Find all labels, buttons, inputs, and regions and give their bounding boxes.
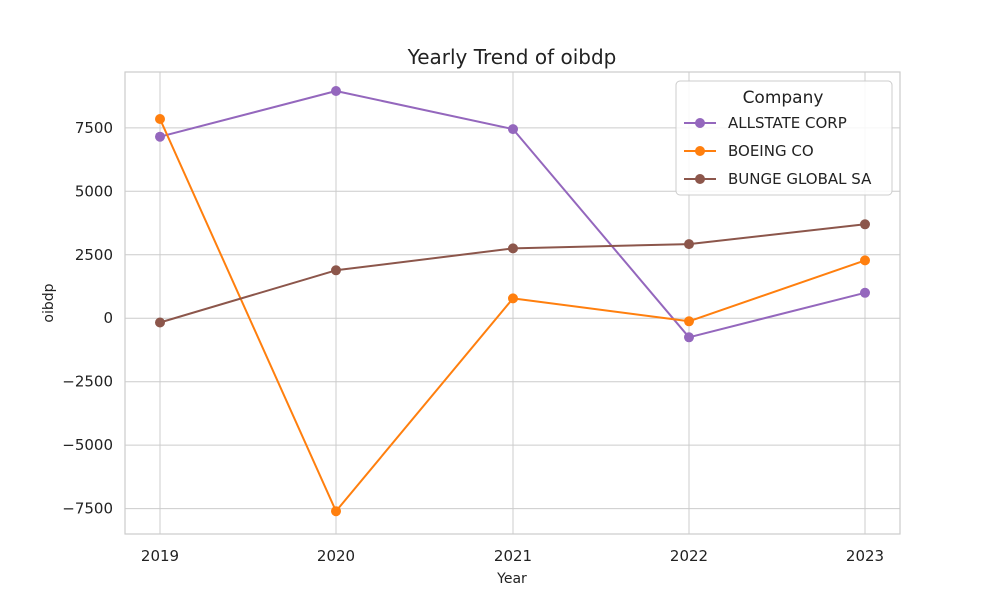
- x-tick-label: 2020: [317, 547, 355, 565]
- data-point: [331, 506, 341, 517]
- legend-box: [675, 80, 893, 196]
- data-point: [684, 316, 694, 327]
- data-point: [155, 114, 165, 124]
- legend-item: BOEING CO: [684, 142, 814, 160]
- legend-marker: [695, 118, 705, 128]
- y-tick-label: 2500: [75, 246, 113, 264]
- plot-frame: [124, 71, 901, 535]
- data-point: [684, 239, 694, 250]
- legend-label: BOEING CO: [728, 142, 814, 160]
- legend-title: Company: [743, 88, 824, 108]
- y-axis-label: oibdp: [41, 283, 57, 322]
- y-tick-label: 5000: [75, 182, 113, 200]
- data-point: [508, 124, 518, 135]
- y-tick-label: 0: [103, 309, 113, 327]
- data-point: [155, 131, 165, 142]
- y-tick-label: 7500: [75, 119, 113, 137]
- series-lines: [155, 86, 870, 517]
- y-tick-label: −7500: [62, 500, 113, 518]
- series-bunge-global-sa: [155, 219, 870, 328]
- data-point: [331, 265, 341, 276]
- data-point: [860, 255, 870, 266]
- axis-ticks: −7500 −5000 −2500 0 2500 5000 7500 2019 2020 2021…: [62, 119, 884, 565]
- y-tick-label: −2500: [62, 373, 113, 391]
- data-point: [860, 219, 870, 230]
- x-tick-label: 2023: [846, 547, 884, 565]
- series-boeing-co: [155, 114, 870, 517]
- x-axis-label: Year: [496, 571, 527, 587]
- y-tick-label: −5000: [62, 436, 113, 454]
- series-allstate-corp: [155, 86, 870, 343]
- x-tick-label: 2021: [494, 547, 532, 565]
- legend-label: BUNGE GLOBAL SA: [728, 170, 872, 188]
- data-point: [684, 332, 694, 343]
- legend-item: ALLSTATE CORP: [684, 114, 847, 132]
- legend-item: BUNGE GLOBAL SA: [684, 170, 872, 188]
- data-point: [860, 287, 870, 298]
- legend-marker: [695, 174, 705, 184]
- chart-title: Yearly Trend of oibdp: [407, 45, 617, 69]
- data-point: [508, 243, 518, 254]
- x-tick-label: 2022: [670, 547, 708, 565]
- data-point: [508, 293, 518, 304]
- legend-label: ALLSTATE CORP: [728, 114, 847, 132]
- x-tick-label: 2019: [141, 547, 179, 565]
- data-point: [155, 317, 165, 328]
- legend-marker: [695, 146, 705, 156]
- data-point: [331, 86, 341, 96]
- legend: Company ALLSTATE CORP BOEING CO BUNGE GLOBA…: [675, 80, 893, 196]
